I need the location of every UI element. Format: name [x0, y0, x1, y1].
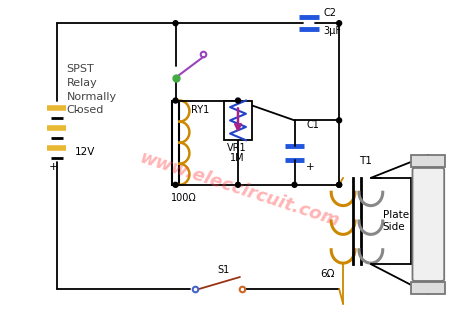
Text: T1: T1 — [359, 156, 372, 166]
Circle shape — [337, 182, 342, 187]
Text: 1M: 1M — [230, 153, 244, 163]
Bar — [411, 282, 445, 294]
Text: +: + — [49, 162, 58, 172]
Text: 3μF: 3μF — [323, 26, 341, 36]
Circle shape — [173, 98, 178, 103]
Text: 12V: 12V — [74, 147, 95, 157]
Circle shape — [236, 182, 240, 187]
Circle shape — [337, 21, 342, 26]
FancyBboxPatch shape — [412, 168, 444, 281]
Text: Relay: Relay — [66, 78, 97, 88]
Text: www.eleccircuit.com: www.eleccircuit.com — [137, 149, 342, 231]
Bar — [411, 155, 445, 167]
Circle shape — [337, 118, 342, 123]
Text: 100Ω: 100Ω — [171, 193, 196, 203]
Text: Normally: Normally — [66, 92, 117, 101]
Text: 6Ω: 6Ω — [320, 269, 335, 279]
Text: C2: C2 — [323, 8, 336, 18]
Text: RY1: RY1 — [191, 106, 210, 115]
Text: SPST: SPST — [66, 64, 94, 74]
Circle shape — [236, 98, 240, 103]
Circle shape — [173, 182, 178, 187]
Text: Plate
Side: Plate Side — [383, 210, 409, 232]
Circle shape — [337, 182, 342, 187]
Text: Closed: Closed — [66, 105, 104, 115]
Circle shape — [173, 21, 178, 26]
Text: VR1: VR1 — [227, 143, 247, 153]
Text: C1: C1 — [306, 120, 319, 130]
Text: +: + — [306, 161, 315, 171]
Circle shape — [292, 182, 297, 187]
Bar — [224, 100, 252, 140]
Text: S1: S1 — [218, 265, 230, 275]
Text: -: - — [74, 105, 78, 115]
